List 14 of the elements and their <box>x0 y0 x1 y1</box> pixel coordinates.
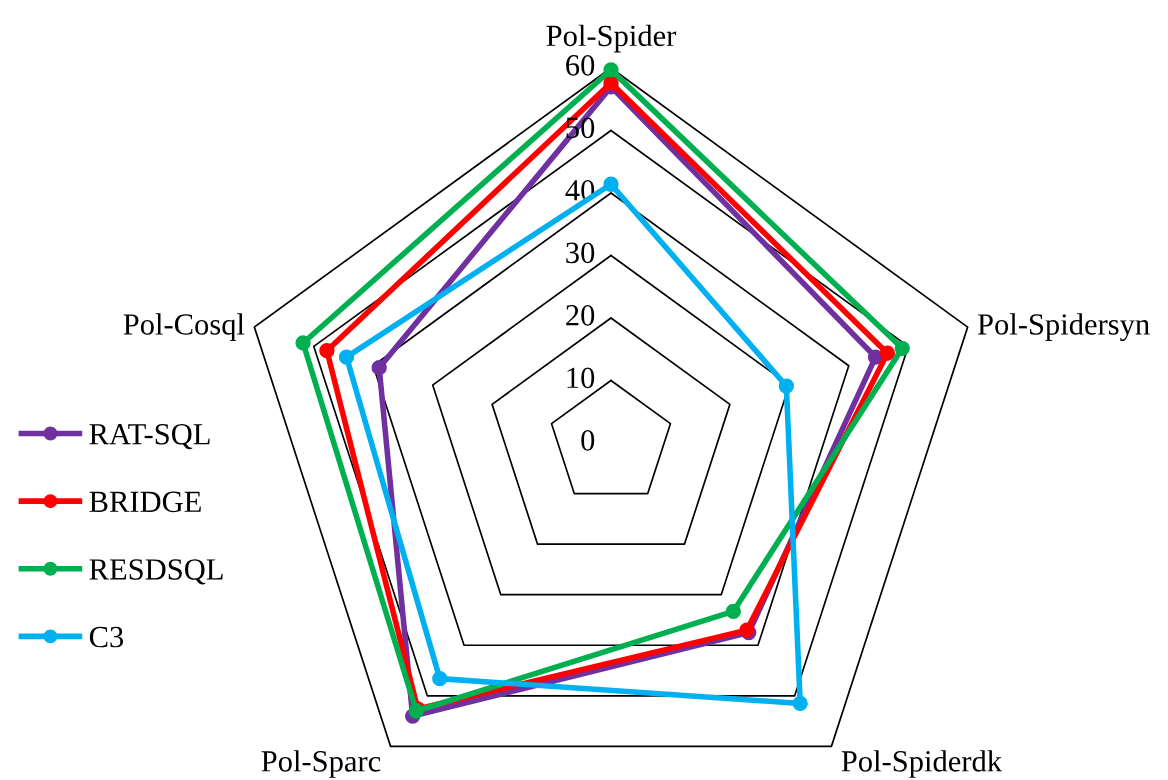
legend-label: RESDSQL <box>89 559 223 585</box>
spoke-label: Pol-Sparc <box>261 750 381 778</box>
legend-label: BRIDGE <box>89 491 201 513</box>
y-tick-label: 20 <box>566 305 595 326</box>
spoke-label: Pol-Spider <box>546 24 677 53</box>
spoke-label: Pol-Spiderdk <box>841 750 1003 778</box>
y-tick-label: 0 <box>581 430 595 451</box>
legend-label: RAT-SQL <box>89 423 210 450</box>
spoke-label: Pol-Cosql <box>123 313 245 341</box>
y-tick-label: 10 <box>567 367 595 389</box>
y-tick-label: 30 <box>566 242 595 264</box>
legend-label: C3 <box>89 626 124 648</box>
spoke-label: Pol-Spidersyn <box>977 313 1150 342</box>
y-tick-label: 60 <box>566 55 595 76</box>
